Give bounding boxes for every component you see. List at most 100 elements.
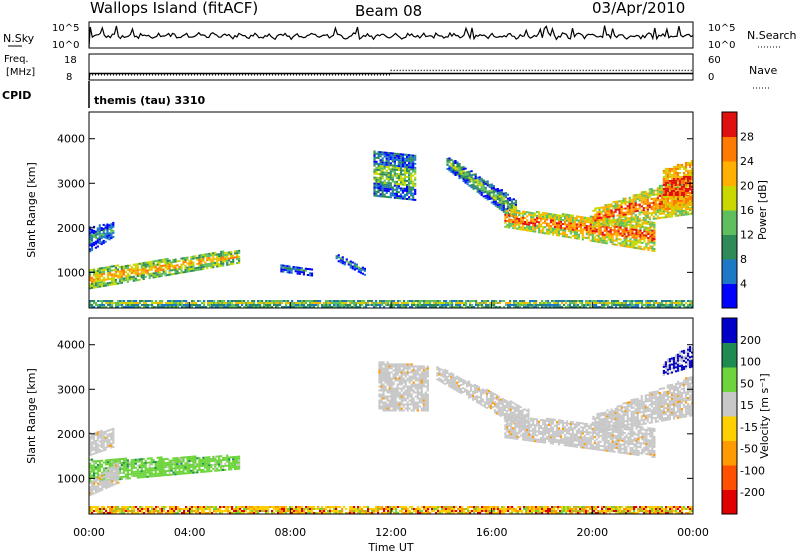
heatmap-cell	[216, 467, 219, 470]
heatmap-cell	[676, 163, 680, 166]
heatmap-cell	[113, 475, 116, 478]
heatmap-cell	[93, 492, 96, 495]
heatmap-cell	[679, 306, 682, 308]
heatmap-cell	[671, 304, 674, 306]
heatmap-cell	[449, 306, 452, 308]
heatmap-cell	[172, 467, 175, 470]
heatmap-cell	[532, 228, 535, 231]
heatmap-cell	[286, 269, 289, 272]
heatmap-cell	[129, 300, 132, 302]
heatmap-cell	[146, 263, 149, 266]
heatmap-cell	[115, 476, 118, 479]
heatmap-cell	[391, 186, 394, 189]
heatmap-cell	[176, 457, 179, 459]
heatmap-cell	[559, 228, 563, 231]
heatmap-cell	[630, 200, 633, 203]
heatmap-cell	[305, 300, 308, 302]
heatmap-cell	[490, 189, 493, 192]
heatmap-cell	[89, 440, 92, 443]
heatmap-cell	[542, 227, 545, 230]
heatmap-cell	[639, 245, 642, 248]
heatmap-cell	[596, 215, 599, 218]
heatmap-cell	[97, 484, 100, 487]
heatmap-cell	[610, 223, 613, 226]
heatmap-cell	[231, 300, 234, 302]
heatmap-cell	[577, 233, 580, 236]
heatmap-cell	[144, 261, 147, 264]
heatmap-cell	[636, 195, 639, 198]
heatmap-cell	[498, 199, 501, 202]
heatmap-cell	[148, 457, 151, 460]
heatmap-cell	[107, 484, 110, 487]
heatmap-cell	[380, 387, 383, 390]
heatmap-cell	[528, 223, 531, 226]
heatmap-cell	[628, 201, 631, 203]
heatmap-cell	[524, 223, 527, 225]
heatmap-cell	[508, 220, 511, 223]
heatmap-cell	[363, 269, 366, 272]
heatmap-cell	[300, 267, 303, 270]
heatmap-cell	[325, 300, 328, 302]
heatmap-cell	[192, 469, 195, 472]
y-tick-label: 2000	[57, 222, 85, 235]
heatmap-cell	[474, 173, 477, 176]
heatmap-cell	[441, 302, 444, 304]
heatmap-cell	[98, 440, 101, 443]
heatmap-cell	[651, 235, 654, 238]
heatmap-cell	[134, 263, 137, 266]
heatmap-cell	[454, 160, 457, 162]
heatmap-cell	[378, 395, 381, 398]
heatmap-cell	[373, 164, 376, 167]
heatmap-cell	[118, 278, 121, 281]
heatmap-cell	[651, 300, 654, 302]
heatmap-cell	[559, 222, 563, 225]
heatmap-cell	[208, 460, 211, 463]
heatmap-cell	[184, 472, 187, 475]
heatmap-cell	[190, 471, 193, 474]
heatmap-cell	[489, 304, 492, 306]
heatmap-cell	[380, 375, 383, 378]
heatmap-cell	[333, 304, 336, 306]
heatmap-cell	[451, 302, 454, 304]
heatmap-cell	[124, 265, 127, 268]
heatmap-cell	[234, 466, 237, 468]
heatmap-cell	[565, 219, 568, 222]
heatmap-cell	[565, 217, 568, 220]
heatmap-cell	[573, 306, 576, 308]
heatmap-cell	[187, 304, 190, 306]
heatmap-cell	[281, 306, 284, 308]
heatmap-cell	[533, 304, 536, 306]
heatmap-cell	[403, 300, 406, 302]
heatmap-cell	[522, 216, 525, 219]
heatmap-cell	[95, 489, 98, 492]
heatmap-cell	[545, 302, 548, 304]
heatmap-cell	[178, 466, 181, 469]
heatmap-cell	[449, 302, 452, 304]
heatmap-cell	[171, 302, 174, 304]
heatmap-cell	[186, 262, 189, 265]
heatmap-cell	[585, 225, 588, 227]
heatmap-cell	[97, 304, 100, 306]
heatmap-cell	[643, 236, 646, 239]
heatmap-cell	[475, 302, 478, 304]
heatmap-cell	[517, 302, 520, 304]
heatmap-cell	[644, 198, 647, 201]
heatmap-cell	[299, 304, 302, 306]
heatmap-cell	[691, 169, 694, 172]
heatmap-cell	[104, 236, 107, 239]
heatmap-cell	[188, 470, 191, 472]
heatmap-cell	[628, 196, 631, 199]
heatmap-cell	[234, 458, 237, 460]
heatmap-cell	[387, 166, 390, 168]
heatmap-cell	[96, 275, 100, 278]
heatmap-cell	[317, 300, 320, 302]
heatmap-cell	[178, 260, 181, 262]
heatmap-cell	[124, 467, 127, 470]
heatmap-cell	[108, 429, 111, 432]
heatmap-cell	[207, 304, 210, 306]
heatmap-cell	[228, 462, 231, 465]
heatmap-cell	[689, 200, 692, 202]
heatmap-cell	[381, 169, 384, 172]
heatmap-cell	[181, 302, 184, 304]
heatmap-cell	[672, 196, 676, 198]
